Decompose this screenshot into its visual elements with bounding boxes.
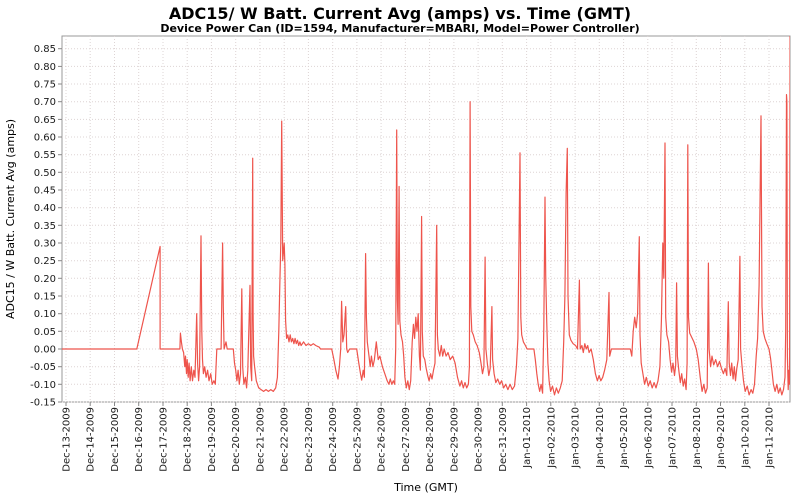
y-tick-label: 0.85	[34, 44, 56, 55]
x-tick-label: Dec-24-2009	[328, 407, 339, 472]
series-layer	[62, 36, 790, 396]
y-tick-label: 0.45	[34, 186, 56, 197]
y-tick-label: 0.05	[34, 327, 56, 338]
y-tick-label: 0.65	[34, 115, 56, 126]
x-tick-label: Jan-11-2010	[765, 407, 776, 469]
grid-lines	[62, 36, 790, 403]
y-tick-label: 0.15	[34, 292, 56, 303]
chart-subtitle: Device Power Can (ID=1594, Manufacturer=…	[160, 22, 639, 35]
x-tick-label: Jan-03-2010	[571, 407, 582, 469]
y-tick-label: -0.05	[30, 362, 56, 373]
x-tick-label: Dec-31-2009	[498, 407, 509, 472]
y-tick-label: -0.15	[30, 398, 56, 409]
x-tick-label: Dec-16-2009	[134, 407, 145, 472]
x-tick-label: Dec-29-2009	[449, 407, 460, 472]
x-tick-label: Jan-07-2010	[668, 407, 679, 469]
plot-area	[61, 35, 791, 403]
y-tick-label: -0.10	[30, 380, 56, 391]
y-axis-title: ADC15 / W Batt. Current Avg (amps)	[4, 119, 17, 319]
y-tick-label: 0.25	[34, 256, 56, 267]
x-tick-label: Jan-02-2010	[546, 407, 557, 469]
y-tick-label: 0.55	[34, 150, 56, 161]
x-tick-label: Dec-18-2009	[183, 407, 194, 472]
y-tick-label: 0.50	[34, 168, 56, 179]
y-tick-label: 0.40	[34, 203, 56, 214]
x-tick-label: Dec-13-2009	[62, 407, 73, 472]
x-tick-label: Dec-14-2009	[86, 407, 97, 472]
x-tick-label: Dec-17-2009	[159, 407, 170, 472]
x-tick-label: Dec-27-2009	[401, 407, 412, 472]
x-tick-label: Jan-08-2010	[692, 407, 703, 469]
x-tick-label: Dec-20-2009	[231, 407, 242, 472]
x-tick-label: Jan-06-2010	[643, 407, 654, 469]
y-tick-label: 0.20	[34, 274, 56, 285]
y-tick-label: 0.80	[34, 62, 56, 73]
y-tick-label: 0.75	[34, 80, 56, 91]
y-tick-label: 0.10	[34, 309, 56, 320]
x-tick-label: Jan-04-2010	[595, 407, 606, 469]
x-tick-label: Jan-05-2010	[619, 407, 630, 469]
x-tick-label: Dec-25-2009	[352, 407, 363, 472]
y-tick-label: 0.00	[34, 345, 56, 356]
x-tick-label: Jan-01-2010	[522, 407, 533, 469]
series-line	[62, 36, 790, 396]
x-tick-label: Jan-10-2010	[740, 407, 751, 469]
y-tick-label: 0.70	[34, 97, 56, 108]
x-tick-label: Dec-23-2009	[304, 407, 315, 472]
x-tick-label: Dec-30-2009	[474, 407, 485, 472]
x-tick-label: Dec-19-2009	[207, 407, 218, 472]
y-tick-label: 0.30	[34, 239, 56, 250]
x-tick-label: Jan-09-2010	[716, 407, 727, 469]
axis-ticks: Dec-13-2009 Dec-14-2009 Dec-15-2009 Dec-16-…	[30, 44, 775, 472]
x-tick-label: Dec-21-2009	[255, 407, 266, 472]
y-tick-label: 0.35	[34, 221, 56, 232]
x-tick-label: Dec-28-2009	[425, 407, 436, 472]
chart-title: ADC15/ W Batt. Current Avg (amps) vs. Ti…	[169, 4, 631, 23]
x-tick-label: Dec-15-2009	[110, 407, 121, 472]
x-tick-label: Dec-22-2009	[280, 407, 291, 472]
y-tick-label: 0.60	[34, 133, 56, 144]
x-axis-title: Time (GMT)	[393, 481, 458, 494]
x-tick-label: Dec-26-2009	[377, 407, 388, 472]
